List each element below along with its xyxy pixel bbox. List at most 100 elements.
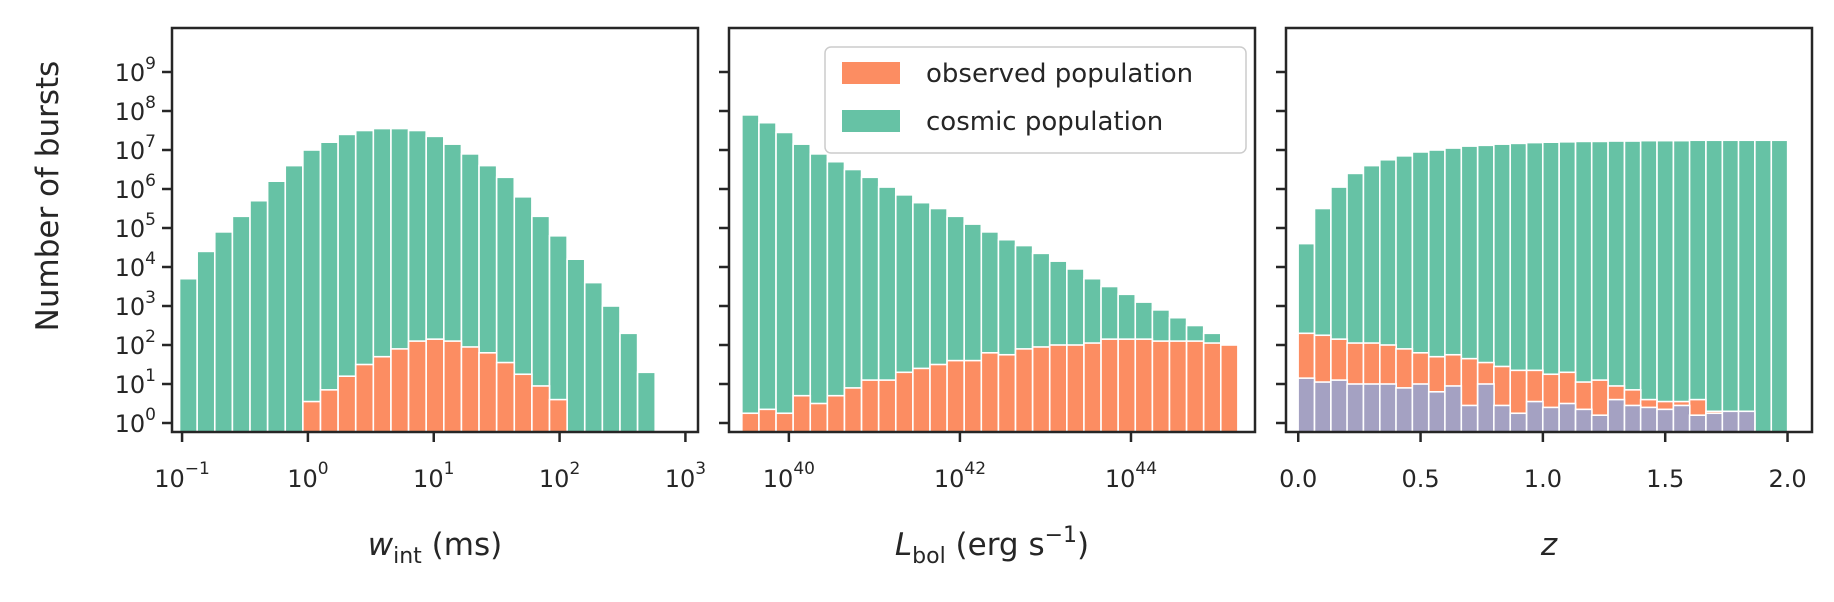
bar-cosmic-1 [178,277,198,433]
x-axis-label: wint (ms) [368,527,502,569]
legend-label-cosmic: cosmic population [926,107,1163,137]
x-tick-label: 10−1 [154,459,210,493]
bar-observed-18 [1031,346,1051,433]
legend-box [824,46,1247,154]
bar-overlap-25 [1688,414,1707,433]
bar-observed-28 [1202,342,1222,433]
bar-overlap-7 [1395,387,1414,433]
bar-observed-12 [929,363,948,433]
bar-cosmic-28 [1737,139,1756,433]
bar-observed-27 [1185,340,1205,433]
bar-cosmic-6 [266,180,287,433]
bar-cosmic-4 [792,143,812,433]
bar-overlap-3 [1330,379,1349,433]
bar-observed-8 [302,400,322,433]
bar-cosmic-25 [1688,139,1707,433]
bar-cosmic-27 [1721,139,1740,433]
y-tick-label: 107 [115,132,156,165]
bar-observed-15 [980,351,1000,433]
x-tick-label: 0.5 [1401,465,1439,493]
axes-frame [1284,26,1814,434]
bar-observed-6 [826,394,846,433]
bar-cosmic-7 [284,164,304,433]
bar-observed-9 [319,389,339,433]
bar-observed-26 [1168,340,1188,433]
bar-observed-24 [1134,338,1154,433]
x-tick-label: 0.0 [1279,465,1317,493]
bar-cosmic-24 [583,281,604,433]
bar-overlap-28 [1737,410,1756,433]
bar-cosmic-1 [741,114,760,433]
bar-observed-16 [997,353,1017,433]
x-tick-label: 1044 [1105,459,1157,493]
bar-observed-17 [460,346,480,433]
y-tick-label: 108 [115,93,156,126]
bar-overlap-4 [1346,383,1365,433]
bar-overlap-6 [1379,383,1398,433]
bar-overlap-16 [1541,406,1560,433]
bar-observed-25 [1151,340,1171,433]
bar-overlap-2 [1313,381,1332,433]
y-tick-label: 102 [115,327,156,360]
bar-observed-4 [792,394,812,433]
bar-observed-10 [337,375,357,433]
bar-observed-20 [513,373,533,433]
x-tick-label: 1.5 [1646,465,1684,493]
bar-observed-19 [1048,344,1068,433]
x-tick-label: 101 [413,459,454,493]
bar-observed-14 [407,340,427,433]
bar-overlap-17 [1558,402,1577,433]
bar-overlap-21 [1623,404,1642,433]
x-tick-label: 1040 [763,459,815,493]
x-tick-label: 2.0 [1768,465,1806,493]
bar-cosmic-21 [1623,140,1642,433]
panel-1: 100 101 102 103 104 105 106 107 108 109 10−1 100 101… [115,26,706,569]
bar-overlap-11 [1460,404,1479,433]
bar-overlap-27 [1721,410,1740,433]
bar-overlap-14 [1509,412,1528,433]
bar-observed-23 [1117,338,1137,433]
bar-observed-21 [531,385,551,433]
x-tick-label: 100 [287,459,328,493]
bar-observed-22 [548,398,568,433]
y-tick-label: 109 [115,54,156,87]
bar-observed-16 [443,340,463,433]
bar-observed-13 [946,359,966,433]
bar-cosmic-2 [196,250,216,433]
bar-observed-22 [1100,338,1119,433]
bar-overlap-1 [1297,377,1316,433]
bar-overlap-5 [1362,383,1381,433]
y-tick-label: 105 [115,210,156,243]
bar-observed-3 [775,412,794,433]
bar-overlap-9 [1427,390,1446,433]
bar-cosmic-6 [826,160,846,433]
bar-observed-10 [894,371,914,433]
legend: observed population cosmic population [824,46,1247,154]
bar-cosmic-5 [249,199,269,433]
bar-cosmic-26 [619,332,639,433]
legend-swatch-cosmic [842,110,900,132]
bar-observed-2 [758,408,777,433]
bar-observed-7 [843,387,863,433]
bar-cosmic-23 [566,258,586,433]
y-tick-label: 100 [115,405,156,438]
bar-observed-11 [912,367,931,433]
bar-observed-13 [390,348,410,433]
bar-overlap-22 [1639,406,1658,433]
x-tick-label: 103 [665,459,706,493]
bar-cosmic-3 [775,131,794,433]
bar-cosmic-24 [1672,139,1691,433]
y-tick-label: 106 [115,171,156,204]
bar-overlap-13 [1493,404,1512,433]
bar-observed-20 [1066,344,1085,433]
bar-overlap-10 [1444,385,1463,433]
bar-cosmic-23 [1656,139,1675,433]
legend-swatch-observed [842,62,900,84]
axes-frame [170,26,700,434]
bar-observed-17 [1014,348,1034,433]
bar-cosmic-30 [1770,139,1789,433]
bar-overlap-26 [1705,412,1724,433]
bar-overlap-8 [1411,383,1430,433]
y-axis-label: Number of bursts [30,61,66,332]
